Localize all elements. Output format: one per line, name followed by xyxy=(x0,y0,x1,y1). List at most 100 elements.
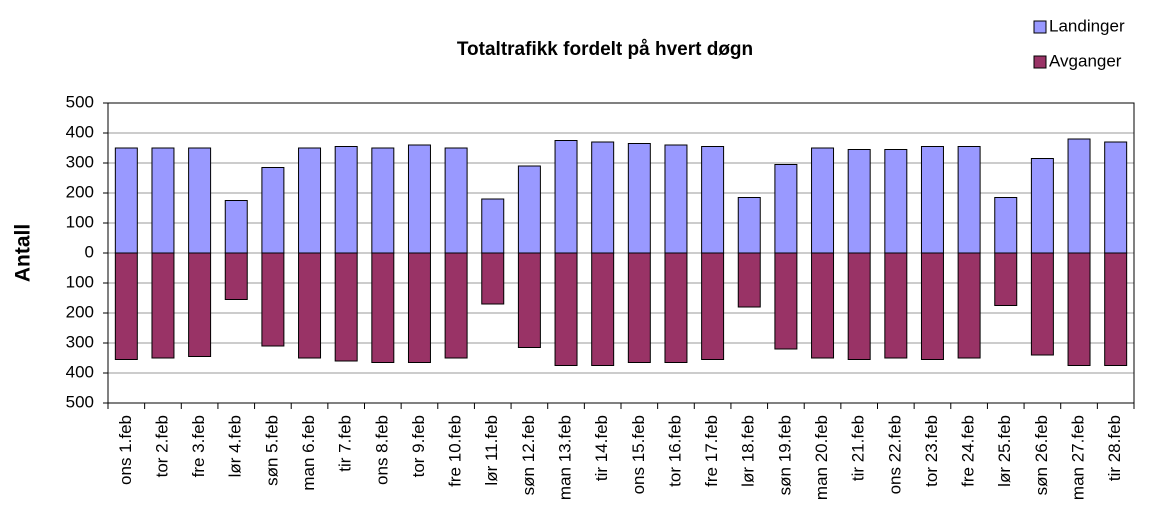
bar xyxy=(627,143,651,254)
bar xyxy=(920,146,944,254)
bar xyxy=(957,252,981,359)
legend-swatch xyxy=(1033,55,1047,69)
y-tick-label: 300 xyxy=(66,152,94,171)
bar xyxy=(554,140,578,254)
bar xyxy=(591,252,615,366)
bar xyxy=(261,252,285,347)
bar xyxy=(701,146,725,254)
bar xyxy=(371,147,395,254)
bar xyxy=(774,164,798,254)
x-tick-label: tir 21.feb xyxy=(849,415,868,481)
bar xyxy=(1104,141,1128,254)
bar xyxy=(371,252,395,363)
bar xyxy=(737,252,761,308)
bar xyxy=(811,147,835,254)
x-tick-label: tir 7.feb xyxy=(336,415,355,472)
x-tick-label: lør 4.feb xyxy=(226,415,245,477)
x-tick-label: søn 5.feb xyxy=(262,415,281,486)
chart-title: Totaltrafikk fordelt på hvert døgn xyxy=(457,39,753,60)
bar xyxy=(114,147,138,254)
x-tick-label: fre 24.feb xyxy=(959,415,978,487)
y-tick-label: 200 xyxy=(66,302,94,321)
bar xyxy=(334,252,358,362)
bar xyxy=(591,141,615,254)
x-tick-label: ons 15.feb xyxy=(629,415,648,494)
x-tick-label: man 13.feb xyxy=(556,415,575,500)
bar xyxy=(481,252,505,305)
legend-swatch xyxy=(1033,20,1047,34)
bar xyxy=(737,197,761,254)
bar xyxy=(847,252,871,360)
bar xyxy=(188,252,212,357)
x-tick-label: søn 12.feb xyxy=(519,415,538,495)
bar xyxy=(151,252,175,359)
y-tick-label: 500 xyxy=(66,92,94,111)
bar xyxy=(261,167,285,254)
y-tick-label: 100 xyxy=(66,272,94,291)
bar xyxy=(664,144,688,254)
y-tick-label: 400 xyxy=(66,122,94,141)
y-axis-label: Antall xyxy=(12,224,35,282)
bar xyxy=(298,147,322,254)
bar xyxy=(1030,158,1054,254)
x-tick-label: søn 19.feb xyxy=(775,415,794,495)
x-tick-label: lør 25.feb xyxy=(995,415,1014,487)
y-tick-label: 300 xyxy=(66,332,94,351)
x-tick-label: søn 26.feb xyxy=(1032,415,1051,495)
bar xyxy=(627,252,651,363)
x-tick-label: lør 11.feb xyxy=(482,415,501,486)
bar xyxy=(920,252,944,360)
bar xyxy=(884,252,908,359)
bar xyxy=(188,147,212,254)
x-tick-label: ons 1.feb xyxy=(116,415,135,485)
x-tick-label: tor 9.feb xyxy=(409,415,428,477)
bar xyxy=(1104,252,1128,366)
x-tick-label: ons 22.feb xyxy=(885,415,904,494)
bar xyxy=(1067,252,1091,366)
x-tick-label: ons 8.feb xyxy=(372,415,391,485)
x-tick-label: tir 28.feb xyxy=(1105,415,1124,481)
bar xyxy=(224,200,248,254)
bar xyxy=(298,252,322,359)
x-tick-label: fre 17.feb xyxy=(702,415,721,487)
bar xyxy=(1030,252,1054,356)
y-tick-label: 500 xyxy=(66,392,94,411)
bar xyxy=(811,252,835,359)
x-tick-label: tor 16.feb xyxy=(665,415,684,487)
bar xyxy=(554,252,578,366)
x-tick-label: tor 23.feb xyxy=(922,415,941,487)
bar xyxy=(481,198,505,254)
bar xyxy=(884,149,908,254)
x-tick-label: fre 10.feb xyxy=(446,415,465,487)
x-tick-label: man 6.feb xyxy=(299,415,318,491)
bar xyxy=(444,147,468,254)
bar xyxy=(407,252,431,363)
bar xyxy=(224,252,248,300)
bar xyxy=(664,252,688,363)
bar xyxy=(517,252,541,348)
legend-label: Avganger xyxy=(1049,51,1122,70)
y-tick-label: 0 xyxy=(85,242,94,261)
bar xyxy=(517,165,541,254)
y-tick-label: 100 xyxy=(66,212,94,231)
bar xyxy=(701,252,725,360)
y-tick-label: 200 xyxy=(66,182,94,201)
bar xyxy=(994,252,1018,306)
bar xyxy=(994,197,1018,254)
bar xyxy=(774,252,798,350)
x-tick-label: tor 2.feb xyxy=(152,415,171,477)
x-tick-label: man 20.feb xyxy=(812,415,831,500)
x-tick-label: fre 3.feb xyxy=(189,415,208,477)
bar xyxy=(444,252,468,359)
bar xyxy=(957,146,981,254)
x-tick-label: tir 14.feb xyxy=(592,415,611,481)
bar xyxy=(1067,138,1091,254)
bar xyxy=(334,146,358,254)
legend-label: Landinger xyxy=(1049,16,1125,35)
x-tick-label: man 27.feb xyxy=(1069,415,1088,500)
bar xyxy=(847,149,871,254)
bar xyxy=(114,252,138,360)
bar xyxy=(151,147,175,254)
bar xyxy=(407,144,431,254)
